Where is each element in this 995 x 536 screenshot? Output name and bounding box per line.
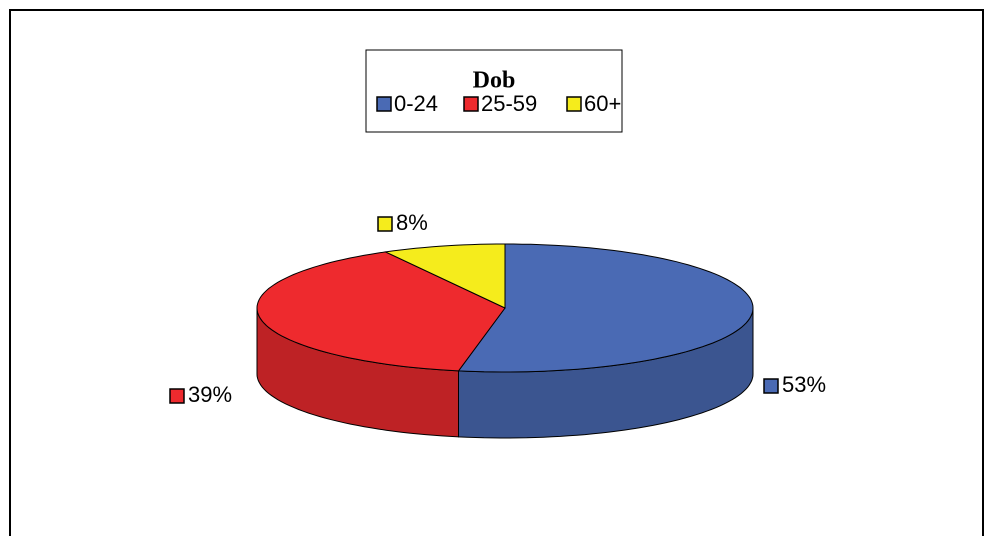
- pie-slice: [256, 251, 506, 372]
- legend-swatch: [463, 96, 479, 112]
- data-label: 39%: [188, 382, 232, 407]
- pie-slice: [457, 243, 754, 373]
- legend-swatch: [376, 96, 392, 112]
- legend-label: 60+: [584, 91, 621, 116]
- legend-box: [365, 49, 623, 133]
- data-label: 53%: [782, 372, 826, 397]
- legend-label: 0-24: [394, 91, 438, 116]
- label-swatch: [377, 216, 393, 232]
- legend-swatch: [566, 96, 582, 112]
- pie-slice: [383, 243, 506, 309]
- label-swatch: [763, 378, 779, 394]
- data-label: 8%: [396, 210, 428, 235]
- legend-label: 25-59: [481, 91, 537, 116]
- label-swatch: [169, 388, 185, 404]
- legend-title: Dob: [473, 68, 516, 94]
